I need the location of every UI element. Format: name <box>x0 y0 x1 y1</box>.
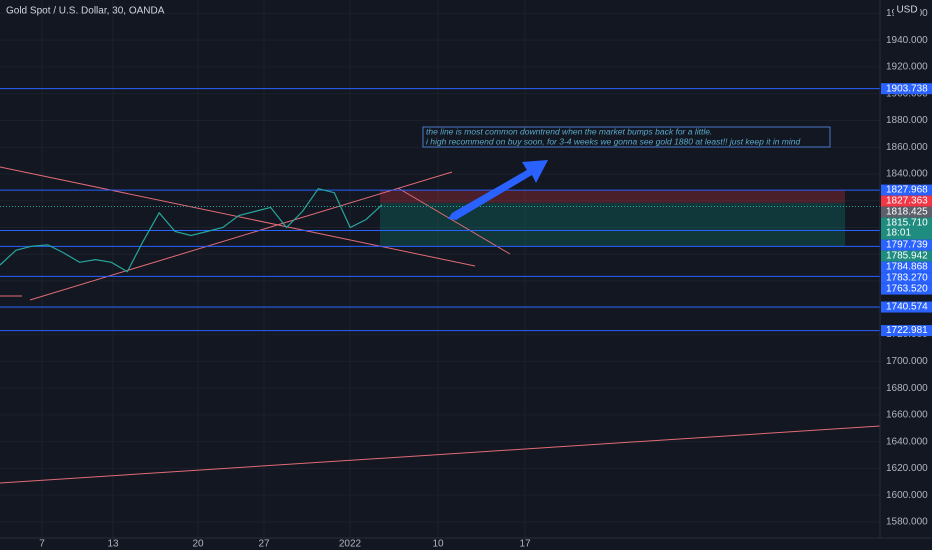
annotation-text: i high recommend on buy soon, for 3-4 we… <box>426 136 800 146</box>
y-tick-label: 1640.000 <box>886 436 928 447</box>
x-tick-label: 10 <box>432 539 444 550</box>
level-label-box <box>881 301 932 313</box>
level-label-box <box>881 283 932 295</box>
target-zone <box>380 202 845 247</box>
level-label: 1740.574 <box>886 302 928 313</box>
trend-line <box>397 187 511 255</box>
y-tick-label: 1620.000 <box>886 463 928 474</box>
arrow <box>448 160 548 220</box>
level-label-box <box>881 261 932 273</box>
price <box>0 188 383 273</box>
level-label-box <box>881 272 932 284</box>
trend-line <box>29 171 453 301</box>
x-tick-label: 17 <box>519 539 531 550</box>
level-label-box <box>881 250 932 262</box>
y-tick-label: 1880.000 <box>886 115 928 126</box>
annotation-text: the line is most common downtrend when t… <box>426 126 712 136</box>
x-tick-label: 7 <box>39 539 45 550</box>
currency: USD <box>896 5 917 16</box>
x-tick-label: 20 <box>192 539 204 550</box>
levels <box>0 88 880 332</box>
price-line <box>0 188 383 273</box>
trend-line <box>0 425 881 484</box>
y-tick-label: 1660.000 <box>886 410 928 421</box>
x-tick-label: 13 <box>107 539 119 550</box>
level-label-box <box>881 206 932 218</box>
level-label: 1818.425 <box>886 207 928 218</box>
level-label-box <box>881 239 932 251</box>
currency-box <box>894 3 920 17</box>
symbol-title: Gold Spot / U.S. Dollar, 30, OANDA <box>6 6 165 17</box>
level-label: 1784.868 <box>886 262 928 273</box>
y-tick-label: 1600.000 <box>886 490 928 501</box>
level-label-box <box>881 195 932 207</box>
annotation-box <box>422 126 831 148</box>
price-axis: 1960.0001940.0001920.0001900.0001880.000… <box>39 8 932 550</box>
y-tick-label: 1860.000 <box>886 142 928 153</box>
y-tick-label: 1840.000 <box>886 169 928 180</box>
y-tick-label: 1920.000 <box>886 62 928 73</box>
level-label: 1815.710 <box>886 218 928 229</box>
x-tick-label: 27 <box>258 539 270 550</box>
level-label: 1722.981 <box>886 325 928 336</box>
grid <box>0 0 880 538</box>
level-label-box <box>881 184 932 196</box>
level-label-box <box>881 217 932 240</box>
y-tick-label: 1580.000 <box>886 517 928 528</box>
level-label: 1785.942 <box>886 251 928 262</box>
level-label: 1783.270 <box>886 273 928 284</box>
y-tick-label: 1940.000 <box>886 35 928 46</box>
level-label: 1763.520 <box>886 284 928 295</box>
y-tick-label: 1700.000 <box>886 356 928 367</box>
level-label: 1827.968 <box>886 185 928 196</box>
stop-zone <box>380 190 845 203</box>
level-label: 1827.363 <box>886 196 928 207</box>
level-label-box <box>881 325 932 337</box>
y-tick-label: 1680.000 <box>886 383 928 394</box>
x-tick-label: 2022 <box>339 539 362 550</box>
level-label: 1797.739 <box>886 240 928 251</box>
countdown: 18:01 <box>886 228 911 239</box>
level-label-box <box>881 83 932 95</box>
level-label: 1903.738 <box>886 83 928 94</box>
